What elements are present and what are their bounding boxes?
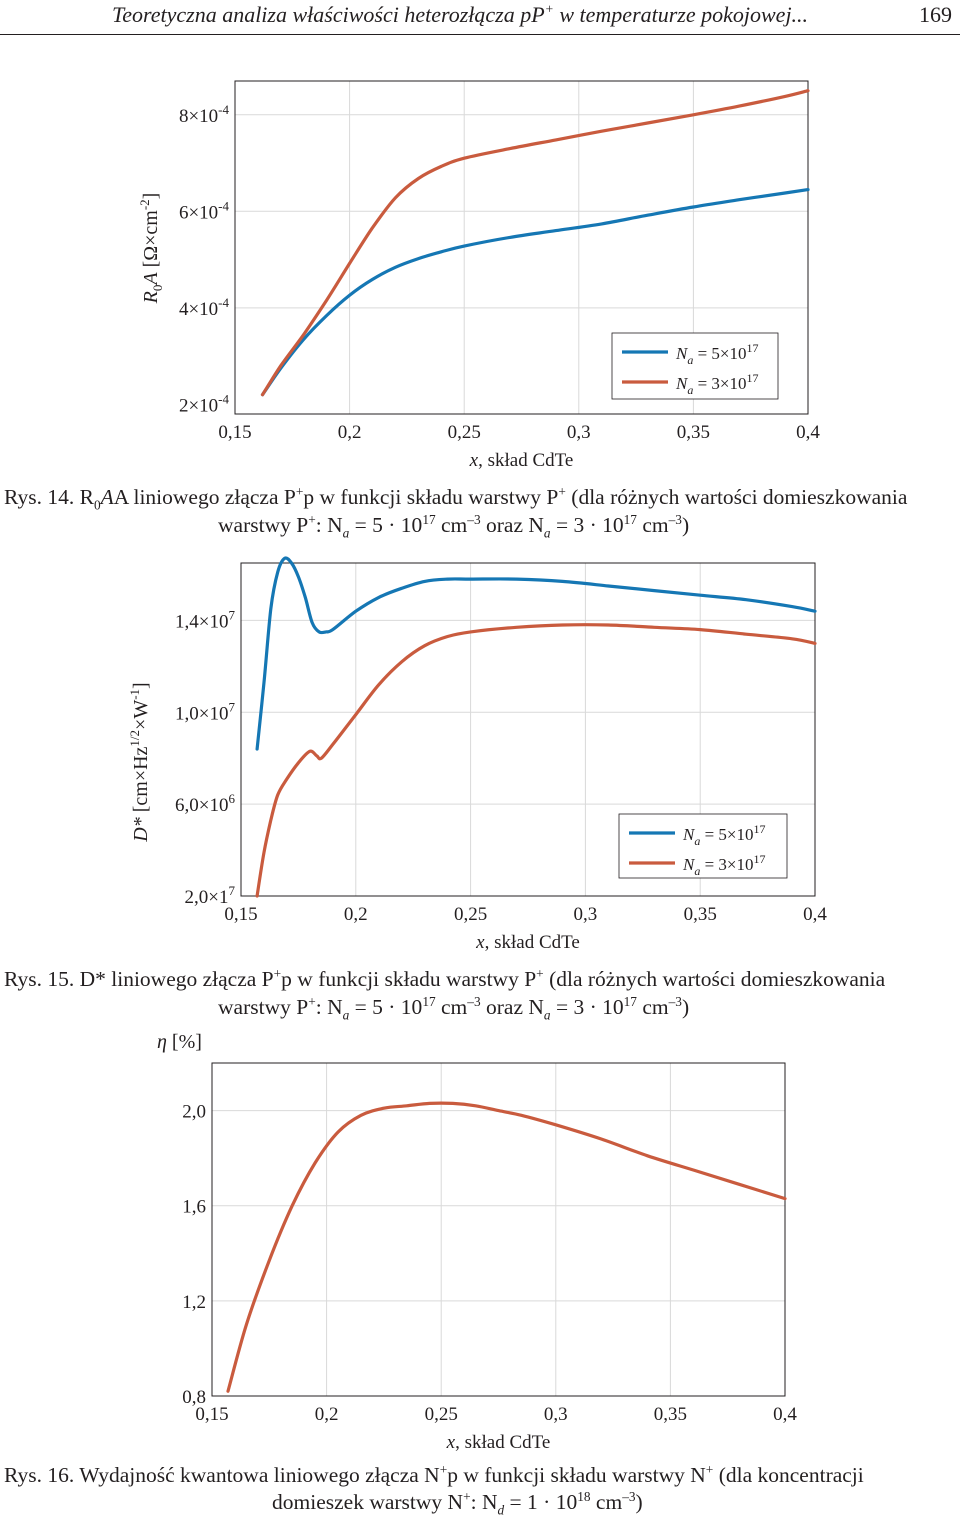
plot-frame: [211, 1062, 786, 1397]
x-tick-label: 0,4: [773, 1404, 797, 1425]
x-tick-label: 0,35: [677, 422, 710, 443]
y-tick-label: 2,0×17: [185, 883, 236, 908]
series-line-1: [226, 1101, 787, 1393]
series-line-1: [255, 556, 817, 751]
y-tick-label: 8×10-4: [179, 102, 230, 127]
x-axis-label: x, skład CdTe: [469, 450, 574, 471]
y-tick-label: 4×10-4: [179, 295, 230, 320]
y-tick-label: 1,6: [182, 1197, 206, 1218]
y-axis-label: η [%]: [157, 1031, 202, 1053]
plot-frame: [234, 80, 809, 415]
x-tick-label: 0,25: [454, 904, 487, 925]
x-tick-label: 0,35: [684, 904, 717, 925]
series-line-2: [255, 623, 817, 898]
legend-entry-2: Na = 3×1017: [675, 371, 759, 397]
x-tick-label: 0,25: [425, 1404, 458, 1425]
figure-16-caption: Rys. 16. Wydajność kwantowa liniowego zł…: [4, 1461, 864, 1487]
figure-14-chart: 0,15 0,2 0,25 0,3 0,35 0,4 2×10-4 4×10-4 6×10-4 8…: [137, 80, 820, 471]
y-tick-label: 1,4×107: [175, 607, 235, 632]
series-line-2: [260, 89, 810, 397]
plot-frame: [240, 562, 816, 897]
legend-entry-1: Na = 5×1017: [682, 822, 766, 848]
x-tick-label: 0,35: [654, 1404, 687, 1425]
page-number: 169: [919, 2, 952, 27]
y-tick-label: 2,0: [182, 1102, 206, 1123]
figure-15-caption-line2: warstwy P+: Na = 5 · 1017 cm–3 oraz Na =…: [218, 993, 690, 1023]
running-header: Teoretyczna analiza właściwości heterozł…: [0, 0, 960, 35]
y-axis-label: D* [cm×Hz1/2×W-1]: [127, 682, 152, 842]
y-tick-label: 2×10-4: [179, 391, 230, 416]
legend-entry-2: Na = 3×1017: [682, 852, 766, 878]
x-tick-label: 0,3: [567, 422, 591, 443]
x-tick-label: 0,15: [224, 904, 257, 925]
y-tick-label: 6,0×106: [175, 791, 235, 816]
x-tick-label: 0,2: [344, 904, 368, 925]
legend: Na = 5×1017 Na = 3×1017: [618, 813, 788, 879]
y-tick-label: 1,2: [182, 1292, 206, 1313]
running-title: Teoretyczna analiza właściwości heterozł…: [112, 1, 809, 27]
x-tick-label: 0,15: [195, 1404, 228, 1425]
x-tick-label: 0,4: [796, 422, 820, 443]
series-line-1: [260, 188, 810, 397]
x-axis-label: x, skład CdTe: [475, 932, 580, 953]
figure-16-caption-line2: domieszek warstwy N+: Nd = 1 · 1018 cm–3…: [272, 1488, 643, 1517]
legend: Na = 5×1017 Na = 3×1017: [611, 332, 779, 400]
x-tick-label: 0,25: [448, 422, 481, 443]
figure-15-chart: 0,15 0,2 0,25 0,3 0,35 0,4 2,0×17 6,0×106 1,0×10…: [127, 556, 827, 953]
y-tick-label: 0,8: [182, 1387, 206, 1408]
x-tick-label: 0,3: [544, 1404, 568, 1425]
x-tick-label: 0,15: [218, 422, 251, 443]
legend-entry-1: Na = 5×1017: [675, 341, 759, 367]
x-tick-label: 0,2: [315, 1404, 339, 1425]
x-axis-label: x, skład CdTe: [446, 1432, 551, 1453]
figure-15-caption: Rys. 15. D* liniowego złącza P+p w funkc…: [4, 965, 886, 991]
x-tick-label: 0,2: [338, 422, 362, 443]
x-tick-label: 0,3: [574, 904, 598, 925]
y-tick-label: 6×10-4: [179, 198, 230, 223]
x-tick-label: 0,4: [803, 904, 827, 925]
figure-16-chart: 0,15 0,2 0,25 0,3 0,35 0,4 0,8 1,2 1,6 2,0 x, skła…: [157, 1031, 797, 1453]
figure-14-caption: Rys. 14. R0AA liniowego złącza P+p w fun…: [4, 483, 908, 513]
figure-14-caption-line2: warstwy P+: Na = 5 · 1017 cm–3 oraz Na =…: [218, 511, 690, 541]
y-tick-label: 1,0×107: [175, 699, 235, 724]
y-axis-label: R0A [Ω×cm-2]: [137, 193, 165, 305]
